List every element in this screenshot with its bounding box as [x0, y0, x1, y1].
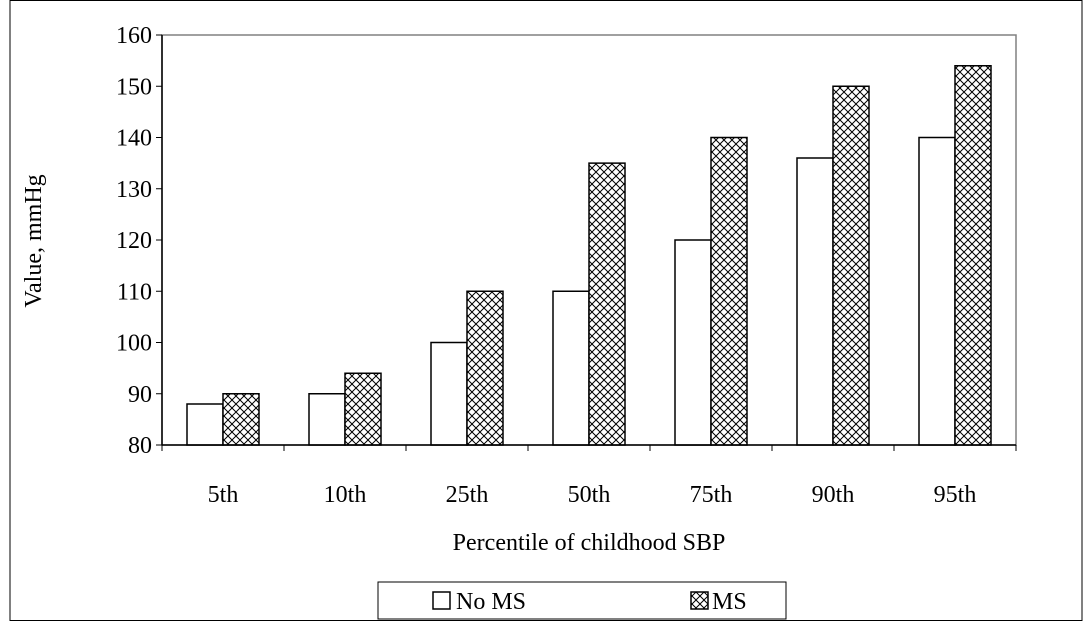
- bar-no-ms-75th: [674, 239, 712, 446]
- y-tick-label: 80: [128, 433, 152, 459]
- legend-swatch-no-ms: [432, 591, 451, 610]
- x-tick-label: 5th: [208, 482, 239, 508]
- y-axis-label: Value, mmHg: [21, 174, 47, 307]
- bar-ms-5th: [222, 393, 260, 446]
- y-tick-label: 100: [116, 331, 152, 357]
- bar-ms-10th: [344, 372, 382, 446]
- bar-no-ms-95th: [918, 136, 956, 446]
- bar-no-ms-10th: [308, 393, 346, 446]
- bar-ms-75th: [710, 136, 748, 446]
- y-tick-label: 90: [128, 382, 152, 408]
- y-tick-label: 150: [116, 74, 152, 100]
- x-axis-label: Percentile of childhood SBP: [453, 530, 726, 556]
- legend-label-no-ms: No MS: [456, 589, 526, 615]
- bar-no-ms-5th: [186, 403, 224, 446]
- bar-ms-25th: [466, 290, 504, 446]
- y-tick-label: 140: [116, 126, 152, 152]
- x-tick-label: 50th: [568, 482, 611, 508]
- x-tick-label: 75th: [690, 482, 733, 508]
- bar-no-ms-90th: [796, 157, 834, 446]
- legend-swatch-ms: [690, 591, 709, 610]
- bar-ms-90th: [832, 85, 870, 446]
- y-tick-label: 110: [117, 279, 152, 305]
- x-tick-label: 25th: [446, 482, 489, 508]
- y-tick-label: 160: [116, 23, 152, 49]
- x-tick-label: 90th: [812, 482, 855, 508]
- legend: No MS MS: [377, 581, 787, 620]
- y-tick-label: 120: [116, 228, 152, 254]
- y-tick-label: 130: [116, 177, 152, 203]
- legend-label-ms: MS: [712, 589, 747, 615]
- bar-no-ms-50th: [552, 290, 590, 446]
- x-tick-label: 10th: [324, 482, 367, 508]
- bar-ms-50th: [588, 162, 626, 446]
- bar-ms-95th: [954, 65, 992, 446]
- bar-no-ms-25th: [430, 341, 468, 446]
- x-tick-label: 95th: [934, 482, 977, 508]
